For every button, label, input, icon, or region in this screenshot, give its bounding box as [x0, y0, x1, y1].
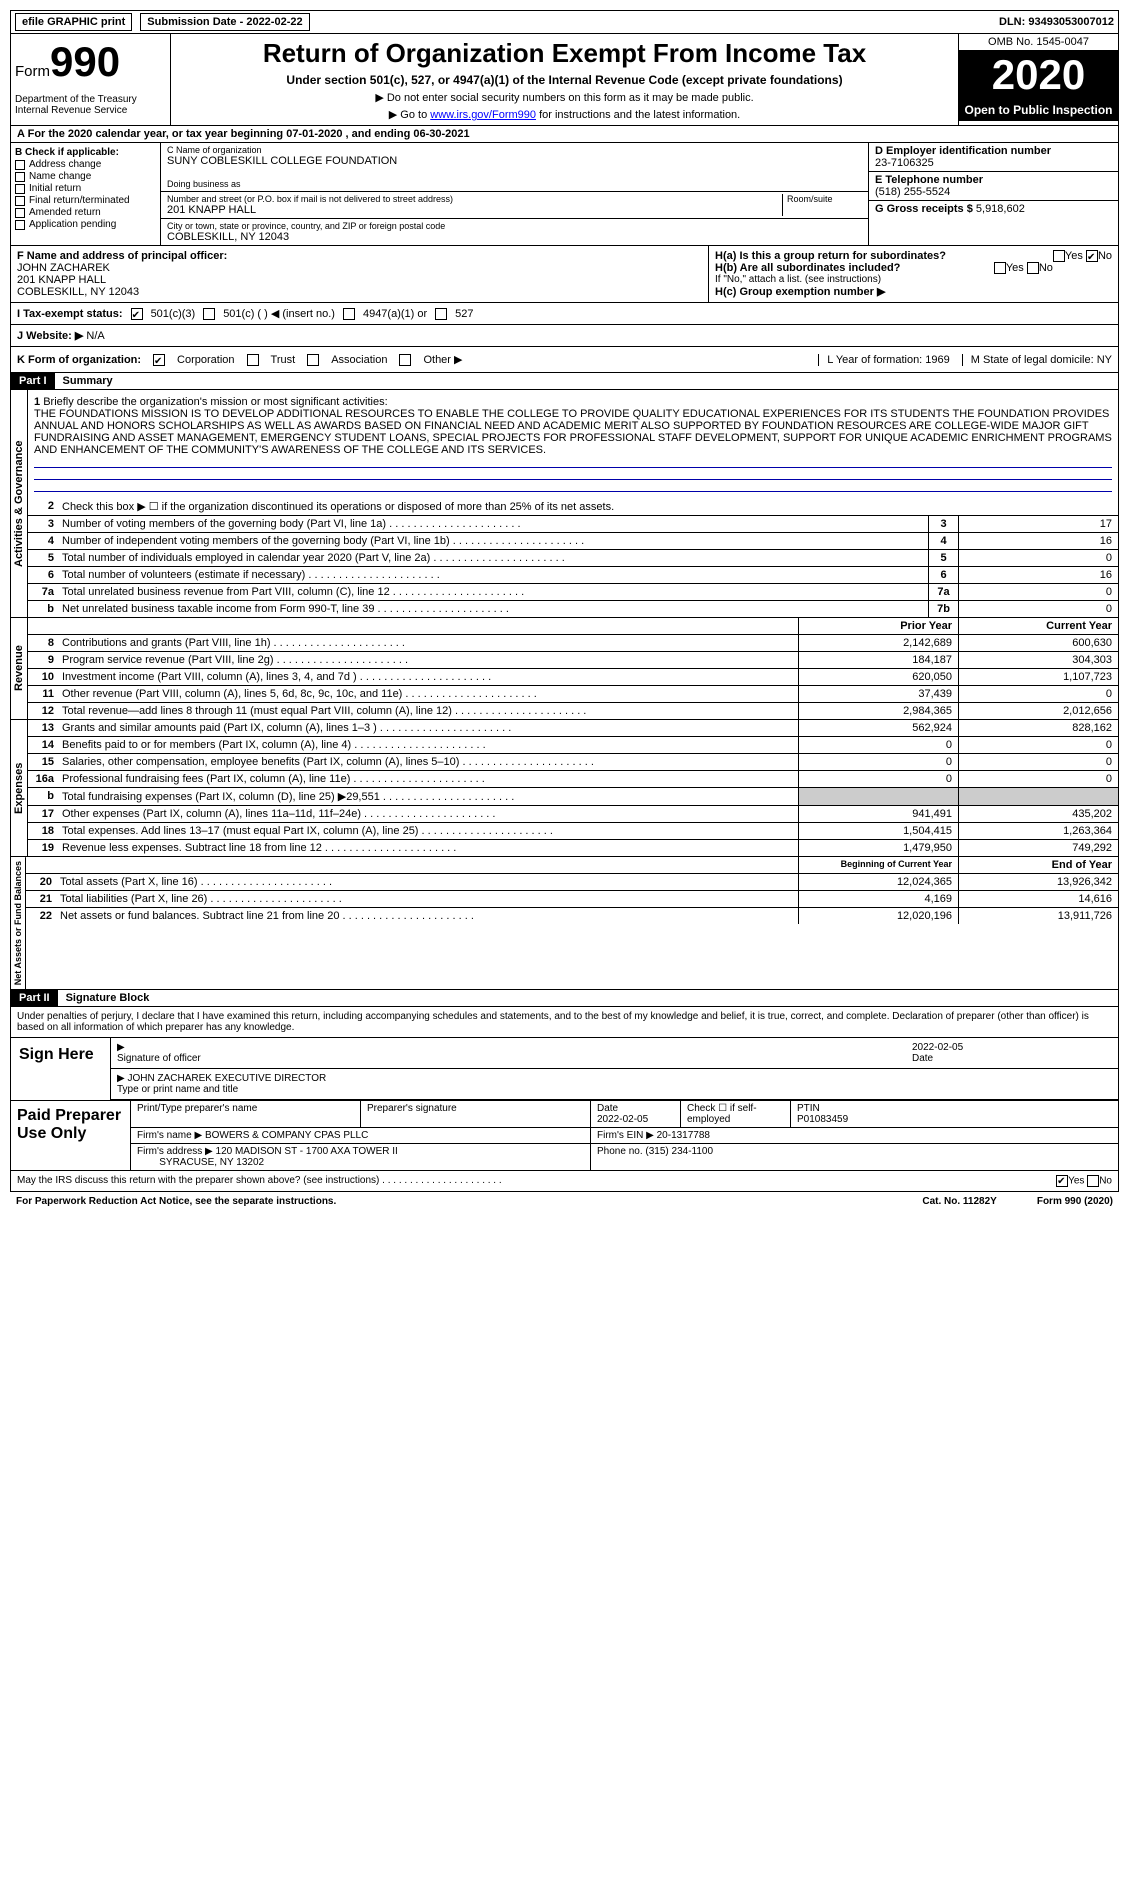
irs-link[interactable]: www.irs.gov/Form990: [430, 109, 536, 121]
form-header: Form990 Department of the Treasury Inter…: [10, 34, 1119, 126]
part1-expenses: Expenses 13Grants and similar amounts pa…: [10, 720, 1119, 857]
efile-label: efile GRAPHIC print: [15, 13, 132, 31]
submission-date: Submission Date - 2022-02-22: [140, 13, 309, 31]
top-bar: efile GRAPHIC print Submission Date - 20…: [10, 10, 1119, 34]
row-a: A For the 2020 calendar year, or tax yea…: [10, 126, 1119, 143]
dln: DLN: 93493053007012: [999, 16, 1114, 28]
form-title: Return of Organization Exempt From Incom…: [175, 38, 954, 69]
row-k: K Form of organization: Corporation Trus…: [10, 347, 1119, 373]
form-number: Form990: [15, 38, 166, 86]
note1: ▶ Do not enter social security numbers o…: [175, 91, 954, 104]
box-f: F Name and address of principal officer:…: [11, 246, 708, 302]
part1-header: Part ISummary: [10, 373, 1119, 390]
declaration: Under penalties of perjury, I declare th…: [10, 1007, 1119, 1038]
row-j: J Website: ▶ N/A: [10, 325, 1119, 347]
part2-header: Part IISignature Block: [10, 990, 1119, 1007]
dept: Department of the Treasury Internal Reve…: [15, 94, 166, 116]
box-c: C Name of organizationSUNY COBLESKILL CO…: [161, 143, 868, 245]
box-h: H(a) Is this a group return for subordin…: [708, 246, 1118, 302]
footer: For Paperwork Reduction Act Notice, see …: [10, 1192, 1119, 1211]
box-b: B Check if applicable: Address change Na…: [11, 143, 161, 245]
box-deg: D Employer identification number23-71063…: [868, 143, 1118, 245]
tax-year: 2020: [959, 51, 1118, 99]
subtitle: Under section 501(c), 527, or 4947(a)(1)…: [175, 73, 954, 87]
part1-governance: Activities & Governance 1 Briefly descri…: [10, 390, 1119, 618]
omb: OMB No. 1545-0047: [959, 34, 1118, 51]
note2: ▶ Go to www.irs.gov/Form990 for instruct…: [175, 108, 954, 121]
paid-preparer: Paid Preparer Use Only Print/Type prepar…: [10, 1101, 1119, 1171]
irs-discuss: May the IRS discuss this return with the…: [10, 1171, 1119, 1192]
section-bcde: B Check if applicable: Address change Na…: [10, 143, 1119, 246]
part1-revenue: Revenue Prior YearCurrent Year 8Contribu…: [10, 618, 1119, 720]
section-fh: F Name and address of principal officer:…: [10, 246, 1119, 303]
part1-netassets: Net Assets or Fund Balances Beginning of…: [10, 857, 1119, 990]
open-inspection: Open to Public Inspection: [959, 99, 1118, 121]
sign-here: Sign Here ▶Signature of officer2022-02-0…: [10, 1038, 1119, 1101]
mission-text: THE FOUNDATIONS MISSION IS TO DEVELOP AD…: [34, 408, 1112, 456]
row-i: I Tax-exempt status: 501(c)(3) 501(c) ( …: [10, 303, 1119, 325]
